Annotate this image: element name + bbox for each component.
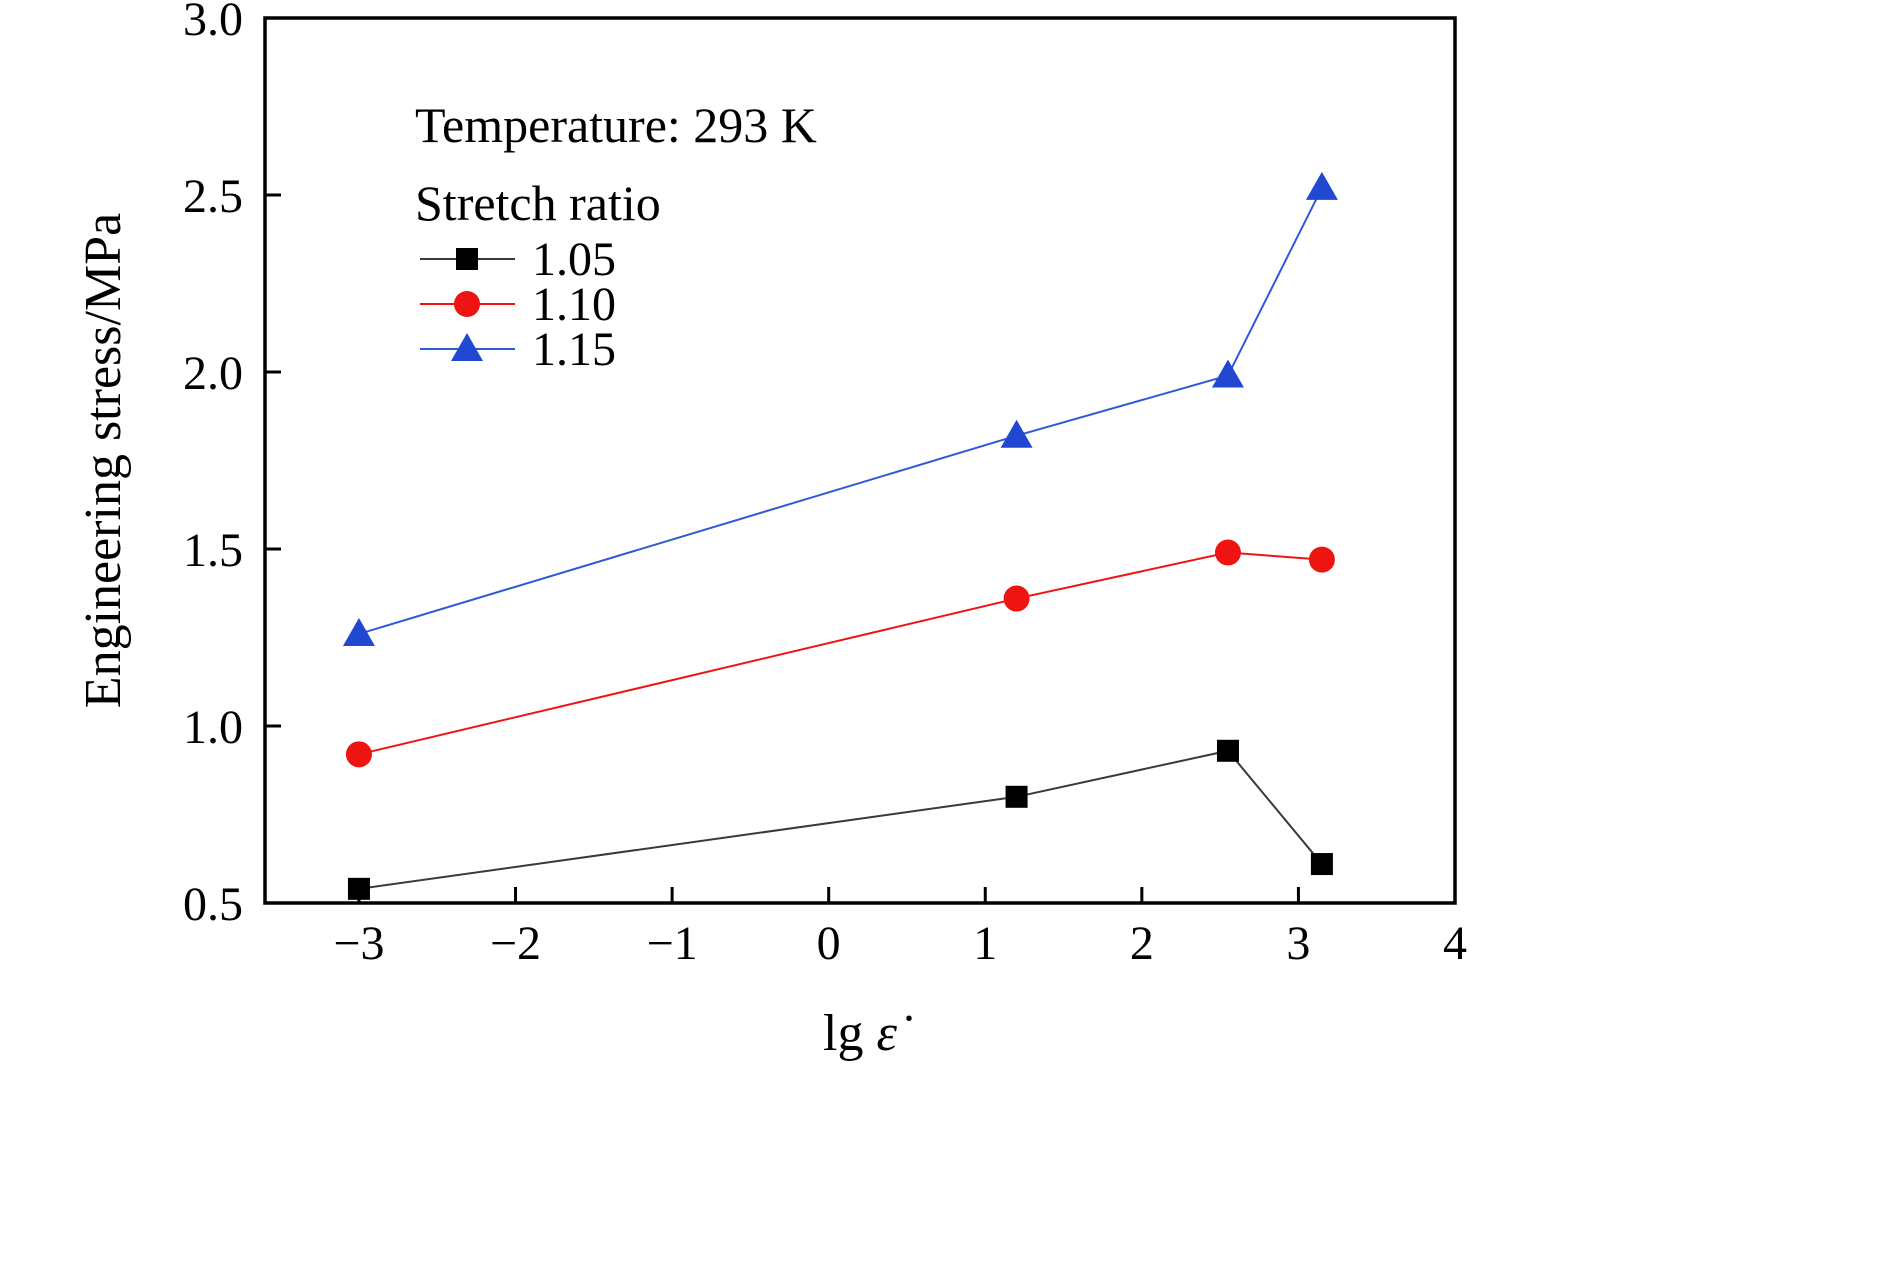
series-line xyxy=(358,749,1323,890)
y-tick-label: 3.0 xyxy=(183,0,243,46)
x-tick-label: 2 xyxy=(1130,917,1154,970)
legend-entry-label: 1.15 xyxy=(532,323,616,376)
legend-entry-label: 1.05 xyxy=(532,233,616,286)
square-marker xyxy=(1216,739,1239,762)
x-tick-label: −3 xyxy=(333,917,384,970)
square-marker xyxy=(1310,853,1333,876)
triangle-marker xyxy=(1305,171,1338,200)
y-tick-label: 0.5 xyxy=(183,878,243,931)
legend: Temperature: 293 K Stretch ratio1.051.101… xyxy=(415,97,817,376)
x-tick-label: 0 xyxy=(817,917,841,970)
series-1.15 xyxy=(342,171,1338,646)
legend-entry-1.05: 1.05 xyxy=(420,233,616,286)
legend-annotation: Stretch ratio xyxy=(415,175,661,231)
square-marker xyxy=(347,877,370,900)
circle-marker xyxy=(1308,546,1335,573)
triangle-marker xyxy=(1000,419,1033,448)
series-line xyxy=(358,187,1323,635)
triangle-marker xyxy=(1211,359,1244,388)
y-tick-label: 1.5 xyxy=(183,524,243,577)
x-axis-label: lg ε̇ xyxy=(823,1005,912,1062)
series-line xyxy=(358,551,1322,756)
circle-marker xyxy=(345,741,372,768)
legend-entry-label: 1.10 xyxy=(532,278,616,331)
legend-entry-1.10: 1.10 xyxy=(420,278,616,331)
square-marker xyxy=(456,248,478,270)
y-tick-label: 2.0 xyxy=(183,347,243,400)
series-1.10 xyxy=(345,539,1335,768)
y-tick-label: 1.0 xyxy=(183,701,243,754)
x-tick-label: 3 xyxy=(1286,917,1310,970)
x-tick-label: −1 xyxy=(647,917,698,970)
legend-annotation: Temperature: 293 K xyxy=(415,97,817,153)
series-1.05 xyxy=(347,739,1333,900)
triangle-marker xyxy=(451,333,483,361)
circle-marker xyxy=(1003,585,1030,612)
circle-marker xyxy=(1214,539,1241,566)
x-tick-label: 4 xyxy=(1443,917,1467,970)
circle-marker xyxy=(454,291,480,317)
triangle-marker xyxy=(342,617,375,646)
legend-entry-1.15: 1.15 xyxy=(420,323,616,376)
square-marker xyxy=(1005,785,1028,808)
plot-border xyxy=(263,16,1457,905)
x-tick-label: −2 xyxy=(490,917,541,970)
y-tick-label: 2.5 xyxy=(183,170,243,223)
y-axis-label: Engineering stress/MPa xyxy=(75,213,132,708)
x-tick-label: 1 xyxy=(973,917,997,970)
